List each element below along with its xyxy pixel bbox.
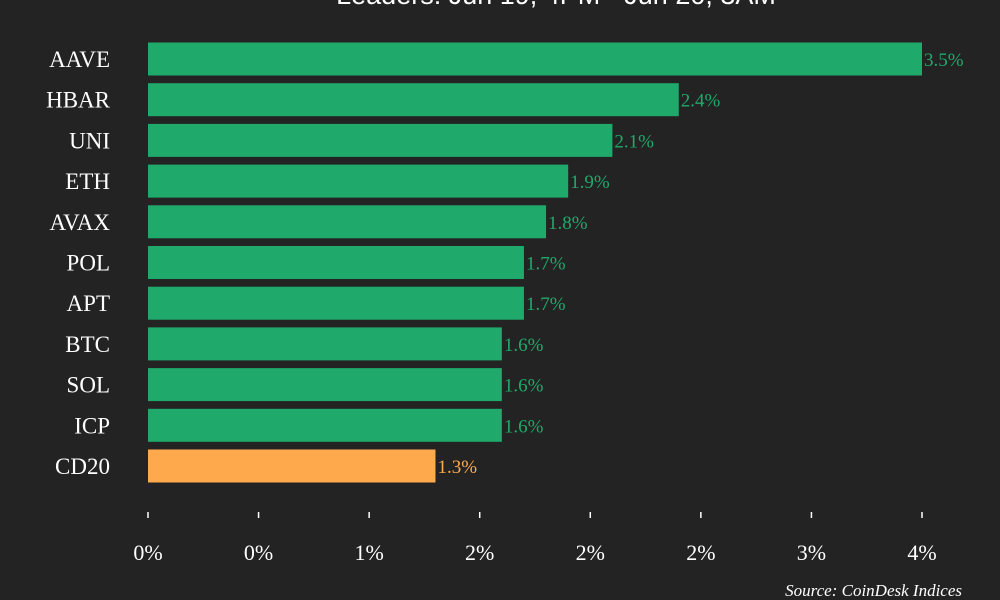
bar-sol [148, 368, 502, 402]
value-label-btc: 1.6% [504, 335, 544, 356]
category-label-btc: BTC [65, 332, 110, 357]
bar-uni [148, 123, 613, 157]
bar-eth [148, 164, 569, 198]
bar-pol [148, 246, 524, 279]
source-note: Source: CoinDesk Indices [785, 581, 962, 600]
bar-avax [148, 205, 547, 239]
bar-apt [148, 286, 524, 320]
category-label-eth: ETH [65, 169, 110, 194]
category-label-cd20: CD20 [55, 454, 110, 479]
bar-cd20 [148, 449, 436, 483]
category-label-uni: UNI [69, 128, 110, 153]
x-tick-label: 2% [686, 540, 715, 565]
value-label-cd20: 1.3% [437, 457, 477, 478]
value-label-icp: 1.6% [504, 416, 544, 437]
x-tick-label: 4% [907, 540, 936, 565]
value-label-eth: 1.9% [570, 172, 610, 193]
category-label-apt: APT [67, 291, 110, 316]
x-tick-label: 2% [576, 540, 605, 565]
value-label-avax: 1.8% [548, 213, 588, 234]
x-axis: 0% 0% 1% 2% 2% 2% 3% 4% [133, 512, 937, 565]
value-label-uni: 2.1% [614, 131, 654, 152]
value-label-apt: 1.7% [526, 294, 566, 315]
category-label-avax: AVAX [49, 210, 110, 235]
category-label-icp: ICP [74, 413, 110, 438]
value-label-sol: 1.6% [504, 376, 544, 397]
bar-btc [148, 327, 502, 361]
x-tick-label: 0% [244, 540, 273, 565]
category-label-pol: POL [67, 251, 110, 276]
value-label-aave: 3.5% [924, 50, 964, 71]
x-tick-label: 1% [354, 540, 383, 565]
category-label-hbar: HBAR [46, 88, 111, 113]
x-tick-label: 3% [797, 540, 826, 565]
bar-icp [148, 408, 502, 442]
x-tick-label: 2% [465, 540, 494, 565]
value-label-pol: 1.7% [526, 254, 566, 275]
bar-aave [148, 42, 922, 76]
x-tick-label: 0% [133, 540, 162, 565]
bars-group: AAVE 3.5% HBAR 2.4% UNI 2.1% ETH 1.9% AVAX 1.8% PO… [46, 42, 964, 483]
bar-hbar [148, 83, 679, 117]
chart-title: Leaders: Jun 19, 4PM - Jun 20, 3AM [336, 0, 776, 10]
category-label-aave: AAVE [49, 47, 110, 72]
value-label-hbar: 2.4% [681, 91, 721, 112]
category-label-sol: SOL [67, 373, 110, 398]
